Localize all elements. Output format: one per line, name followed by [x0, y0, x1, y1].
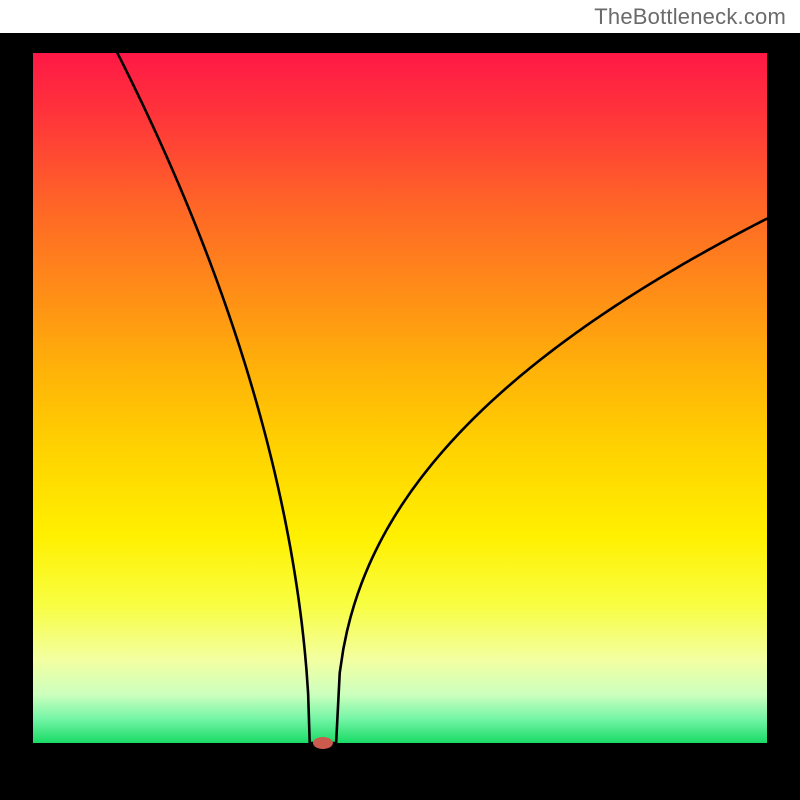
valley-marker — [313, 737, 333, 749]
watermark-label: TheBottleneck.com — [594, 4, 786, 30]
chart-stage: TheBottleneck.com — [0, 0, 800, 800]
chart-svg — [0, 0, 800, 800]
plot-area — [33, 53, 767, 743]
